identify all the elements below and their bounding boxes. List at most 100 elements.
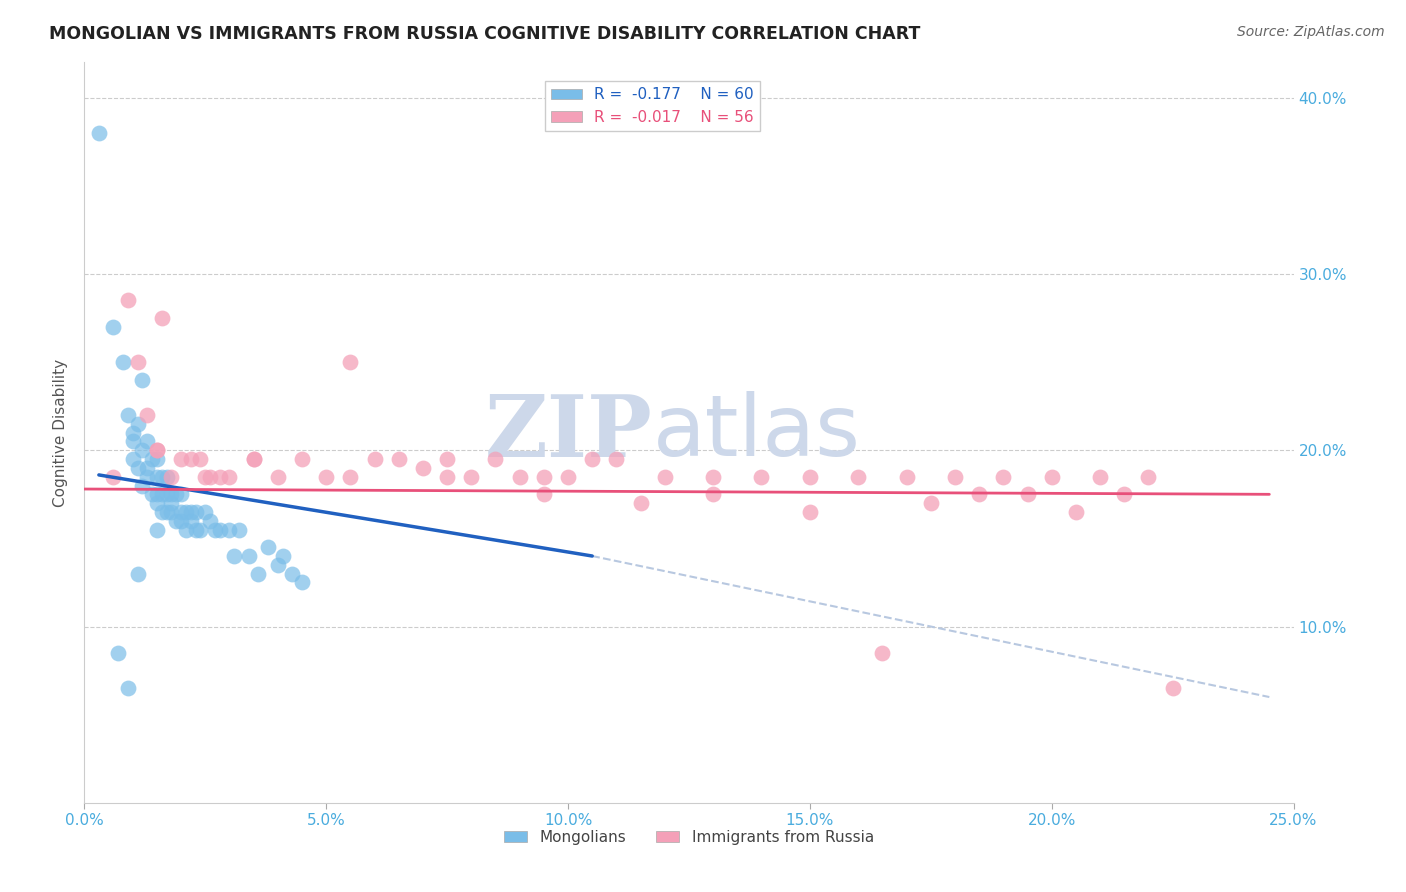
- Point: [136, 434, 159, 449]
- Point: [363, 452, 385, 467]
- Point: [190, 523, 212, 537]
- Point: [238, 549, 260, 563]
- Point: [146, 523, 169, 537]
- Point: [920, 496, 942, 510]
- Point: [194, 505, 217, 519]
- Point: [117, 293, 139, 308]
- Point: [160, 505, 183, 519]
- Point: [150, 505, 173, 519]
- Point: [136, 461, 159, 475]
- Point: [170, 452, 193, 467]
- Point: [339, 355, 361, 369]
- Point: [1114, 487, 1136, 501]
- Point: [150, 311, 173, 326]
- Point: [247, 566, 270, 581]
- Point: [127, 417, 149, 431]
- Point: [557, 469, 579, 483]
- Point: [204, 523, 226, 537]
- Point: [799, 505, 821, 519]
- Point: [1064, 505, 1087, 519]
- Point: [117, 408, 139, 422]
- Point: [127, 461, 149, 475]
- Point: [155, 469, 177, 483]
- Point: [208, 523, 231, 537]
- Point: [136, 408, 159, 422]
- Point: [533, 487, 555, 501]
- Point: [155, 505, 177, 519]
- Point: [146, 469, 169, 483]
- Point: [141, 452, 163, 467]
- Point: [1137, 469, 1160, 483]
- Point: [281, 566, 304, 581]
- Point: [180, 514, 202, 528]
- Point: [174, 523, 197, 537]
- Point: [127, 355, 149, 369]
- Point: [184, 523, 207, 537]
- Point: [605, 452, 627, 467]
- Point: [190, 452, 212, 467]
- Point: [121, 434, 143, 449]
- Point: [1088, 469, 1111, 483]
- Point: [702, 487, 724, 501]
- Point: [412, 461, 434, 475]
- Text: ZIP: ZIP: [485, 391, 652, 475]
- Point: [131, 443, 153, 458]
- Point: [846, 469, 869, 483]
- Point: [141, 487, 163, 501]
- Point: [180, 452, 202, 467]
- Point: [160, 487, 183, 501]
- Point: [103, 319, 125, 334]
- Point: [993, 469, 1015, 483]
- Point: [180, 505, 202, 519]
- Point: [291, 575, 314, 590]
- Point: [121, 452, 143, 467]
- Point: [1040, 469, 1063, 483]
- Text: atlas: atlas: [652, 391, 860, 475]
- Point: [509, 469, 531, 483]
- Point: [1017, 487, 1039, 501]
- Point: [150, 469, 173, 483]
- Point: [388, 452, 411, 467]
- Point: [702, 469, 724, 483]
- Point: [1161, 681, 1184, 696]
- Point: [943, 469, 966, 483]
- Point: [228, 523, 250, 537]
- Point: [291, 452, 314, 467]
- Point: [872, 646, 894, 660]
- Point: [267, 469, 290, 483]
- Point: [174, 505, 197, 519]
- Point: [484, 452, 506, 467]
- Point: [155, 487, 177, 501]
- Point: [751, 469, 773, 483]
- Point: [257, 540, 280, 554]
- Point: [131, 478, 153, 492]
- Point: [460, 469, 482, 483]
- Point: [117, 681, 139, 696]
- Point: [165, 487, 187, 501]
- Point: [630, 496, 652, 510]
- Point: [799, 469, 821, 483]
- Legend: Mongolians, Immigrants from Russia: Mongolians, Immigrants from Russia: [498, 823, 880, 851]
- Point: [136, 469, 159, 483]
- Point: [146, 487, 169, 501]
- Point: [121, 425, 143, 440]
- Point: [87, 126, 110, 140]
- Point: [198, 514, 221, 528]
- Point: [271, 549, 294, 563]
- Point: [339, 469, 361, 483]
- Point: [184, 505, 207, 519]
- Point: [170, 487, 193, 501]
- Point: [165, 514, 187, 528]
- Point: [146, 452, 169, 467]
- Point: [170, 514, 193, 528]
- Text: MONGOLIAN VS IMMIGRANTS FROM RUSSIA COGNITIVE DISABILITY CORRELATION CHART: MONGOLIAN VS IMMIGRANTS FROM RUSSIA COGN…: [49, 25, 921, 43]
- Point: [208, 469, 231, 483]
- Point: [654, 469, 676, 483]
- Point: [146, 443, 169, 458]
- Text: Source: ZipAtlas.com: Source: ZipAtlas.com: [1237, 25, 1385, 39]
- Point: [170, 505, 193, 519]
- Point: [160, 469, 183, 483]
- Point: [107, 646, 129, 660]
- Point: [436, 452, 458, 467]
- Point: [146, 496, 169, 510]
